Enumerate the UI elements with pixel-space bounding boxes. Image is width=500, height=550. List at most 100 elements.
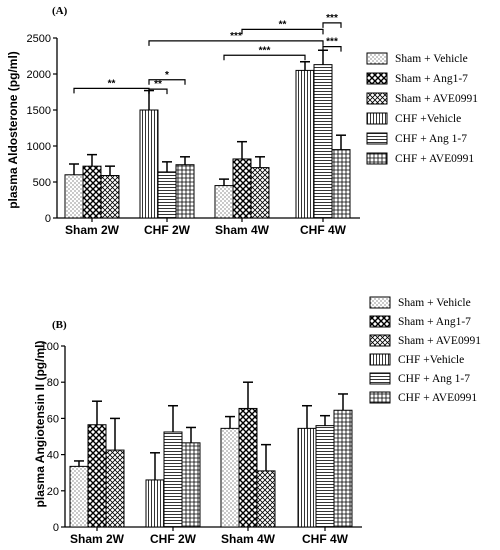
legend-swatch: [366, 72, 388, 85]
significance-brackets: *******************: [73, 13, 342, 95]
y-axis-label: plasma Aldosterone (pg/ml): [6, 51, 20, 209]
legend-item: CHF +Vehicle: [366, 112, 461, 125]
legend: Sham + Vehicle Sham + Ang1-7 Sham + AVE099…: [366, 52, 478, 165]
bracket-line: [148, 40, 324, 46]
bracket-line: [148, 88, 168, 95]
bracket-line: [322, 46, 342, 52]
bar: [315, 425, 335, 528]
legend-label: Sham + Vehicle: [395, 53, 468, 65]
y-tick-label: 60: [47, 413, 59, 425]
bar-group: [64, 49, 351, 219]
bar: [250, 167, 270, 219]
bar: [175, 164, 195, 219]
bar: [214, 185, 234, 219]
legend-label: Sham + Vehicle: [398, 297, 471, 309]
legend-swatch: [369, 372, 391, 385]
x-tick-label: CHF 2W: [150, 532, 197, 546]
legend-label: CHF +Vehicle: [395, 113, 461, 125]
legend-label: CHF + Ang 1-7: [398, 373, 470, 385]
legend-swatch: [366, 52, 388, 65]
legend-item: Sham + AVE0991: [369, 334, 481, 347]
bar: [100, 175, 120, 219]
bar: [313, 64, 333, 219]
bracket-line: [148, 79, 186, 85]
y-tick-label: 0: [45, 213, 51, 225]
significance-bracket: **: [148, 79, 168, 95]
bar: [105, 449, 125, 528]
significance-label: **: [279, 19, 287, 30]
panel-a: (A) plasma Aldosterone (pg/ml) 0 500 1000 1…: [6, 5, 478, 237]
legend-item: Sham + Ang1-7: [366, 72, 468, 85]
legend-item: Sham + Vehicle: [369, 296, 471, 309]
x-tick-label: Sham 4W: [215, 223, 270, 237]
significance-label: *: [165, 70, 169, 81]
x-tick-label: CHF 2W: [144, 223, 191, 237]
bar: [295, 69, 315, 219]
significance-bracket: *: [148, 70, 186, 85]
bar: [297, 427, 317, 528]
x-tick-label: Sham 2W: [70, 532, 125, 546]
bar: [157, 171, 177, 219]
legend-swatch: [369, 296, 391, 309]
bar: [238, 407, 258, 528]
y-tick-label: 1500: [27, 105, 51, 117]
x-tick-label: Sham 2W: [65, 223, 120, 237]
y-tick-label: 100: [41, 341, 59, 353]
legend-label: Sham + AVE0991: [398, 335, 481, 347]
legend-swatch: [369, 334, 391, 347]
significance-bracket: **: [241, 19, 324, 35]
bar: [163, 431, 183, 528]
legend-label: Sham + Ang1-7: [395, 73, 468, 85]
y-tick-label: 80: [47, 377, 59, 389]
bar: [232, 158, 252, 219]
bar: [82, 165, 102, 219]
legend-item: Sham + Vehicle: [366, 52, 468, 65]
x-tick-label: CHF 4W: [302, 532, 349, 546]
significance-bracket: ***: [322, 37, 342, 52]
legend-label: Sham + AVE0991: [395, 93, 478, 105]
legend-swatch: [366, 132, 388, 145]
legend: Sham + Vehicle Sham + Ang1-7 Sham + AVE099…: [369, 296, 481, 404]
bar: [256, 470, 276, 528]
bracket-line: [322, 22, 342, 28]
axes: 0 500 1000 1500 2000 2500 Sham 2W CHF 2W Sham 4W…: [27, 33, 360, 237]
y-axis-label: plasma Angiotensin II (pg/ml): [33, 341, 47, 508]
panel-label: (B): [52, 319, 67, 331]
legend-swatch: [366, 112, 388, 125]
legend-swatch: [366, 152, 388, 165]
legend-item: CHF + AVE0991: [369, 391, 477, 404]
significance-label: ***: [326, 13, 338, 24]
significance-bracket: **: [73, 78, 150, 94]
y-tick-label: 2000: [27, 69, 51, 81]
y-tick-label: 1000: [27, 141, 51, 153]
bar: [331, 149, 351, 219]
legend-item: CHF +Vehicle: [369, 353, 464, 366]
bar: [87, 424, 107, 528]
legend-item: CHF + Ang 1-7: [366, 132, 467, 145]
legend-swatch: [369, 391, 391, 404]
legend-swatch: [369, 315, 391, 328]
significance-label: ***: [326, 37, 338, 48]
legend-item: CHF + AVE0991: [366, 152, 474, 165]
bar: [181, 442, 201, 528]
bar: [69, 465, 89, 528]
significance-label: **: [154, 79, 162, 90]
legend-swatch: [369, 353, 391, 366]
bar: [333, 409, 353, 528]
significance-label: ***: [259, 45, 271, 56]
legend-label: CHF + Ang 1-7: [395, 133, 467, 145]
y-tick-label: 500: [33, 177, 51, 189]
significance-bracket: ***: [223, 45, 306, 61]
y-tick-label: 2500: [27, 33, 51, 45]
significance-label: **: [108, 78, 116, 89]
legend-swatch: [366, 92, 388, 105]
y-tick-label: 0: [53, 522, 59, 534]
panel-label: (A): [52, 5, 68, 17]
legend-label: Sham + Ang1-7: [398, 316, 471, 328]
y-tick-label: 40: [47, 450, 59, 462]
bar: [64, 174, 84, 219]
bracket-line: [241, 28, 324, 35]
x-tick-label: Sham 4W: [221, 532, 276, 546]
x-tick-label: CHF 4W: [300, 223, 347, 237]
